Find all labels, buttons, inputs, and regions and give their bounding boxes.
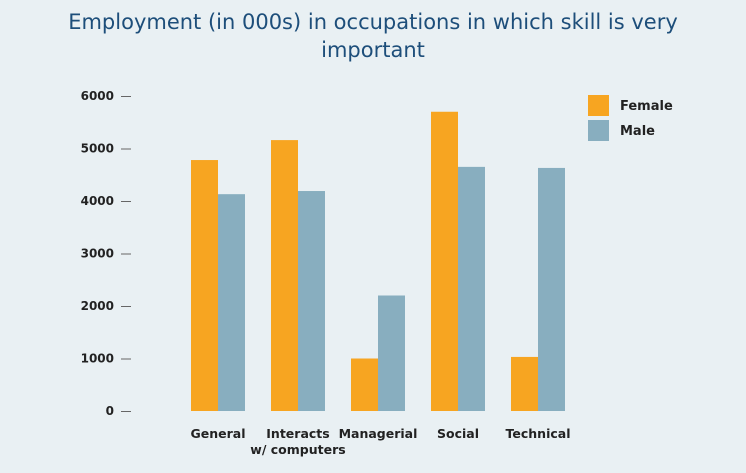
x-category-label: Managerial [339, 426, 418, 441]
bar-male [458, 166, 485, 411]
x-category-label: General [191, 426, 246, 441]
bar-male [298, 191, 325, 411]
legend-swatch-male [588, 120, 609, 141]
legend-label-female: Female [620, 99, 673, 114]
bar-male [538, 167, 565, 411]
y-tick-label: 3000 [81, 247, 114, 261]
bar-male [378, 295, 405, 411]
bars [191, 111, 565, 411]
x-category-label: Social [437, 426, 479, 441]
x-category-label: Interacts w/ computers [250, 426, 345, 457]
bar-female [191, 160, 218, 411]
legend-swatch-female [588, 95, 609, 116]
bar-female [511, 356, 538, 411]
bar-female [271, 140, 298, 411]
y-tick-label: 4000 [81, 194, 114, 208]
y-tick-label: 2000 [81, 299, 114, 313]
bar-female [351, 358, 378, 411]
bar-male [218, 194, 245, 411]
y-axis: 0 1000 2000 3000 4000 5000 6000 [81, 89, 131, 418]
chart-title-line-1: Employment (in 000s) in occupations in w… [68, 10, 678, 34]
y-tick-label: 0 [106, 404, 114, 418]
chart-title-line-2: important [321, 38, 425, 62]
y-tick-label: 5000 [81, 142, 114, 156]
y-tick-label: 6000 [81, 89, 114, 103]
chart-title: Employment (in 000s) in occupations in w… [0, 8, 746, 64]
y-tick-label: 1000 [81, 352, 114, 366]
legend-label-male: Male [620, 124, 655, 139]
legend: Female Male [588, 95, 673, 141]
x-category-label: Technical [506, 426, 571, 441]
bar-female [431, 111, 458, 411]
